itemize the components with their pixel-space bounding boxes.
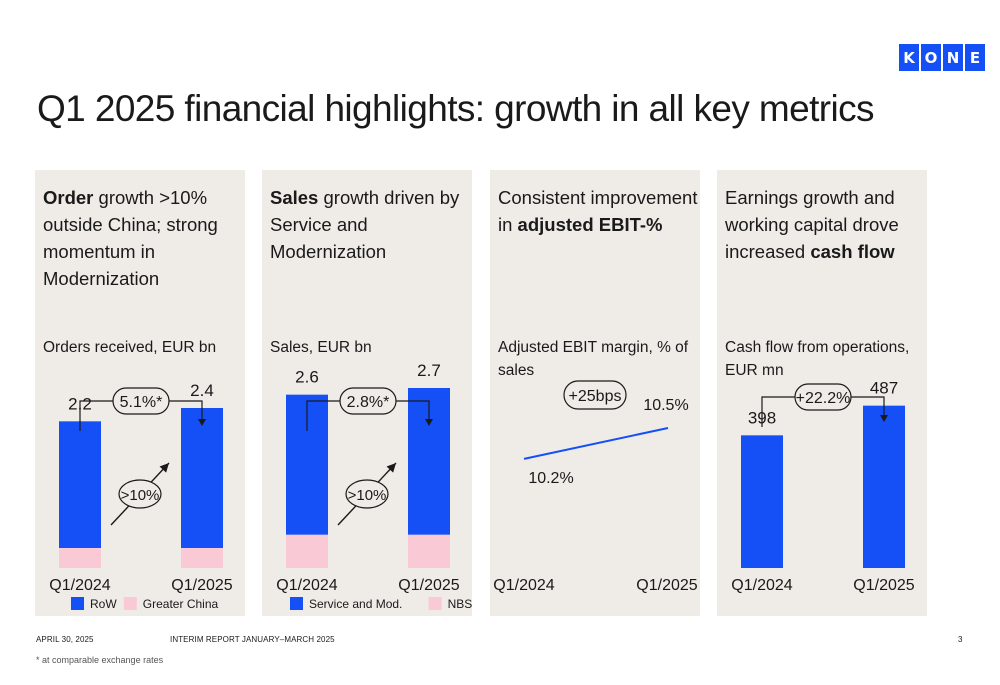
segment-badge — [118, 479, 162, 509]
growth-badge — [339, 387, 397, 415]
growth-label: +22.2% — [796, 390, 851, 407]
legend-label: RoW — [90, 597, 117, 611]
segment-arrowhead — [159, 463, 169, 473]
bar-segment — [741, 435, 783, 568]
x-tick-label: Q1/2024 — [493, 577, 554, 594]
growth-label: +25bps — [569, 388, 622, 405]
point-label: 10.5% — [643, 397, 688, 414]
chart-subtitle: Sales, EUR bn — [270, 339, 372, 356]
legend-swatch — [290, 597, 303, 610]
segment-label: >10% — [121, 487, 160, 504]
bar-total-label: 487 — [870, 379, 898, 398]
chart-subtitle: Cash flow from operations, EUR mn — [725, 339, 910, 379]
panel-headline: Order growth >10% outside China; strong … — [43, 184, 243, 292]
margin-line — [523, 427, 669, 460]
chart-subtitle: Orders received, EUR bn — [43, 339, 217, 356]
growth-label: 2.8%* — [347, 394, 390, 411]
growth-badge — [563, 380, 627, 410]
panel-headline: Earnings growth and working capital drov… — [725, 184, 925, 265]
segment-arrowhead — [386, 463, 396, 473]
bar-segment — [286, 534, 328, 568]
legend-swatch — [123, 597, 137, 610]
slide-title: Q1 2025 financial highlights: growth in … — [37, 88, 875, 129]
headline-bold: Order — [43, 187, 94, 208]
logo-letter: O — [921, 44, 941, 71]
chart-subtitle: Adjusted EBIT margin, % of sales — [498, 339, 689, 379]
kone-logo: K O N E — [899, 44, 985, 71]
ebit-panel: Consistent improvement in adjusted EBIT-… — [490, 170, 700, 616]
legend-swatch — [71, 597, 84, 610]
legend-label: Service and Mod. — [309, 597, 402, 611]
footnote: * at comparable exchange rates — [36, 655, 164, 665]
ebit-chart: 10.2% 10.5% +25bps Q1/2024 Q1/2025 — [493, 380, 698, 594]
segment-badge — [345, 479, 389, 509]
bracket-arrowhead — [880, 415, 888, 422]
growth-label: 5.1%* — [120, 394, 163, 411]
headline-post: growth >10% outside China; strong moment… — [43, 187, 218, 289]
bar-segment — [408, 534, 450, 568]
x-tick-label: Q1/2024 — [276, 577, 337, 594]
bracket-arrowhead — [425, 419, 433, 426]
headline-bold: cash flow — [810, 241, 895, 262]
x-tick-label: Q1/2025 — [398, 577, 459, 594]
legend-swatch — [428, 597, 442, 610]
point-label: 10.2% — [528, 470, 573, 487]
bar-total-label: 2.7 — [417, 361, 441, 380]
bracket-arrowhead — [198, 419, 206, 426]
bar-segment — [863, 405, 905, 568]
headline-pre: Earnings growth and working capital drov… — [725, 187, 899, 262]
cashflow-panel: Earnings growth and working capital drov… — [717, 170, 927, 616]
headline-post: growth driven by Service and Modernizati… — [270, 187, 460, 262]
page-number: 3 — [958, 635, 963, 644]
logo-letter: E — [965, 44, 985, 71]
bar-segment — [181, 408, 223, 548]
x-tick-label: Q1/2025 — [853, 577, 914, 594]
bar-segment — [181, 548, 223, 568]
bar-total-label: 2.4 — [190, 381, 214, 400]
legend-label: Greater China — [143, 597, 219, 611]
x-tick-label: Q1/2025 — [636, 577, 697, 594]
sales-panel: Sales growth driven by Service and Moder… — [262, 170, 472, 616]
panel-headline: Consistent improvement in adjusted EBIT-… — [498, 184, 698, 238]
headline-bold: adjusted EBIT-% — [517, 214, 663, 235]
headline-bold: Sales — [270, 187, 319, 208]
growth-badge — [112, 387, 170, 415]
footer-date: APRIL 30, 2025 — [36, 635, 94, 644]
panel-headline: Sales growth driven by Service and Moder… — [270, 184, 470, 265]
orders-panel: Order growth >10% outside China; strong … — [35, 170, 245, 616]
logo-letter: K — [899, 44, 919, 71]
footer-report: INTERIM REPORT JANUARY–MARCH 2025 — [170, 635, 335, 644]
x-tick-label: Q1/2024 — [731, 577, 792, 594]
bar-total-label: 2.6 — [295, 368, 319, 387]
bar-segment — [59, 548, 101, 568]
bar-segment — [59, 421, 101, 548]
growth-badge — [794, 383, 852, 411]
logo-letter: N — [943, 44, 963, 71]
x-tick-label: Q1/2024 — [49, 577, 110, 594]
sales-chart: 2.6 Q1/2024 2.7 Q1/2025 2.8%* >10% Service and… — [276, 361, 472, 611]
x-tick-label: Q1/2025 — [171, 577, 232, 594]
segment-label: >10% — [348, 487, 387, 504]
headline-pre: Consistent improvement in — [498, 187, 698, 235]
legend-label: NBS — [448, 597, 472, 611]
